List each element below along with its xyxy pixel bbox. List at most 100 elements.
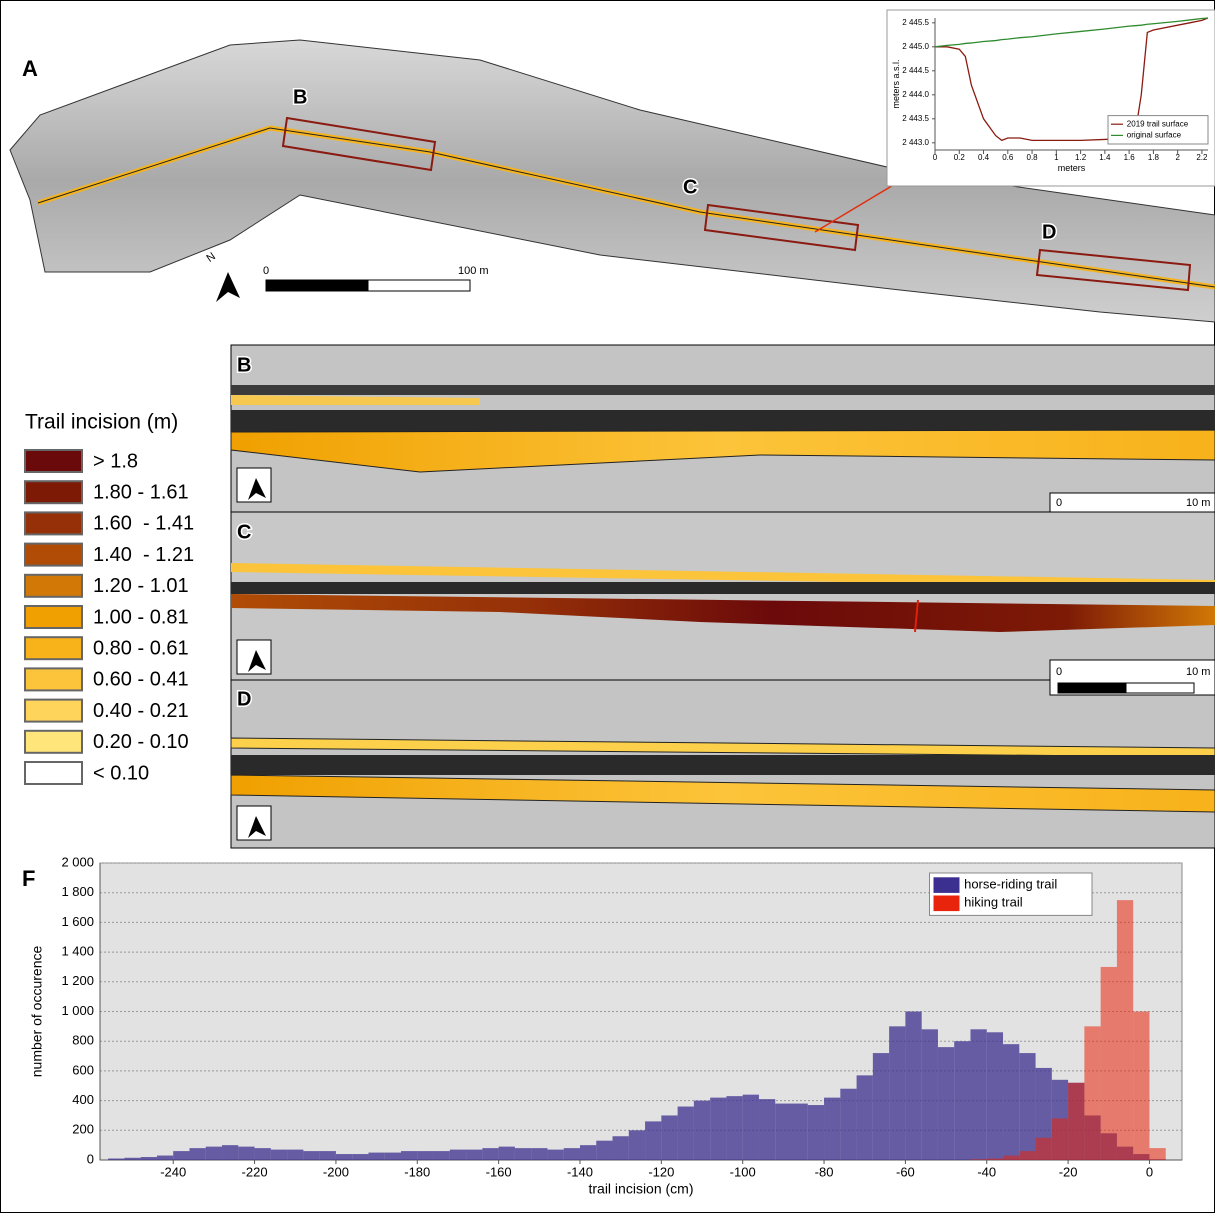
bar	[970, 1029, 986, 1160]
bar	[726, 1096, 742, 1160]
y-tick-label: 1 400	[61, 944, 94, 959]
y-tick-label: 1 800	[61, 884, 94, 899]
panel-label: D	[1042, 221, 1056, 243]
x-tick-label: -160	[486, 1164, 512, 1179]
panel-label: B	[237, 354, 251, 376]
bar	[792, 1104, 808, 1160]
legend-label: < 0.10	[93, 762, 149, 784]
bar	[1149, 1148, 1165, 1160]
bar	[124, 1158, 140, 1160]
x-tick-label: 2.2	[1196, 153, 1208, 162]
panel-label: C	[683, 176, 697, 198]
x-tick-label: -60	[896, 1164, 915, 1179]
x-tick-label: 0.4	[978, 153, 990, 162]
bar	[743, 1095, 759, 1160]
figure: A B C D N 0 100 m E B 0 10 m C D 0 10 m …	[0, 0, 1215, 1213]
bar	[808, 1105, 824, 1160]
shadow	[231, 755, 1215, 775]
legend-swatch	[25, 668, 82, 690]
bar	[1036, 1138, 1052, 1160]
scale-bar	[1058, 683, 1126, 693]
scale-bar	[266, 280, 368, 291]
bar	[564, 1148, 580, 1160]
bar	[840, 1089, 856, 1160]
legend-label: 0.60 - 0.41	[93, 669, 189, 691]
bar	[531, 1148, 547, 1160]
x-tick-label: 1.2	[1075, 153, 1087, 162]
bar	[450, 1150, 466, 1160]
y-tick-label: 600	[72, 1062, 94, 1077]
y-tick-label: 2 443.5	[902, 114, 929, 123]
x-tick-label: -80	[815, 1164, 834, 1179]
scale-bar	[368, 280, 470, 291]
panel-label: D	[237, 688, 251, 710]
legend-label: 2019 trail surface	[1127, 119, 1189, 128]
legend-label: 1.20 - 1.01	[93, 575, 189, 597]
legend-title: Trail incision (m)	[25, 411, 178, 434]
legend-label: > 1.8	[93, 450, 138, 472]
bar	[368, 1153, 384, 1160]
legend-swatch	[934, 896, 960, 912]
bar	[173, 1151, 189, 1160]
x-axis-label: trail incision (cm)	[588, 1181, 693, 1197]
y-tick-label: 2 443.0	[902, 138, 929, 147]
panel-label: B	[293, 86, 307, 108]
legend-swatch	[25, 512, 82, 534]
y-tick-label: 200	[72, 1122, 94, 1137]
x-tick-label: -180	[404, 1164, 430, 1179]
legend-label: 1.60 - 1.41	[93, 513, 194, 535]
y-tick-label: 2 445.5	[902, 18, 929, 27]
legend-swatch	[25, 731, 82, 753]
y-axis-label: meters a.s.l.	[891, 59, 901, 108]
bar	[613, 1136, 629, 1160]
scale-label: 10 m	[1186, 666, 1210, 678]
y-tick-label: 1 000	[61, 1003, 94, 1018]
scale-bar	[1126, 683, 1194, 693]
north-arrow	[216, 272, 240, 302]
legend-label: 1.40 - 1.21	[93, 544, 194, 566]
bar	[434, 1151, 450, 1160]
legend-label: horse-riding trail	[964, 877, 1057, 892]
x-tick-label: -100	[730, 1164, 756, 1179]
bar	[482, 1148, 498, 1160]
legend-label: 1.80 - 1.61	[93, 481, 189, 503]
y-tick-label: 0	[87, 1151, 94, 1166]
bar	[287, 1150, 303, 1160]
bar	[222, 1145, 238, 1160]
bar	[1117, 900, 1133, 1160]
y-tick-label: 2 444.5	[902, 66, 929, 75]
bar	[596, 1141, 612, 1160]
x-tick-label: -140	[567, 1164, 593, 1179]
y-tick-label: 400	[72, 1092, 94, 1107]
x-tick-label: 1	[1054, 153, 1059, 162]
shadow	[231, 410, 1215, 432]
legend-swatch	[25, 700, 82, 722]
detail-c: C	[231, 512, 1215, 680]
bar	[141, 1157, 157, 1160]
x-tick-label: -20	[1059, 1164, 1078, 1179]
scale-label: 10 m	[1186, 497, 1210, 509]
legend-swatch	[25, 544, 82, 566]
bar	[401, 1151, 417, 1160]
legend-swatch	[25, 481, 82, 503]
panel-label: A	[22, 56, 38, 81]
bar	[694, 1101, 710, 1160]
bar	[206, 1147, 222, 1160]
x-tick-label: -220	[242, 1164, 268, 1179]
legend-swatch	[934, 877, 960, 893]
legend-swatch	[25, 606, 82, 628]
legend-label: hiking trail	[964, 895, 1023, 910]
bar	[1068, 1083, 1084, 1160]
bar	[954, 1041, 970, 1160]
bar	[320, 1151, 336, 1160]
bar	[189, 1148, 205, 1160]
bar	[385, 1153, 401, 1160]
bar	[417, 1151, 433, 1160]
bar	[547, 1150, 563, 1160]
north-label: N	[205, 250, 218, 264]
x-tick-label: -120	[648, 1164, 674, 1179]
bar	[905, 1012, 921, 1161]
x-tick-label: 1.4	[1099, 153, 1111, 162]
panel-label: C	[237, 521, 251, 543]
bar	[580, 1145, 596, 1160]
